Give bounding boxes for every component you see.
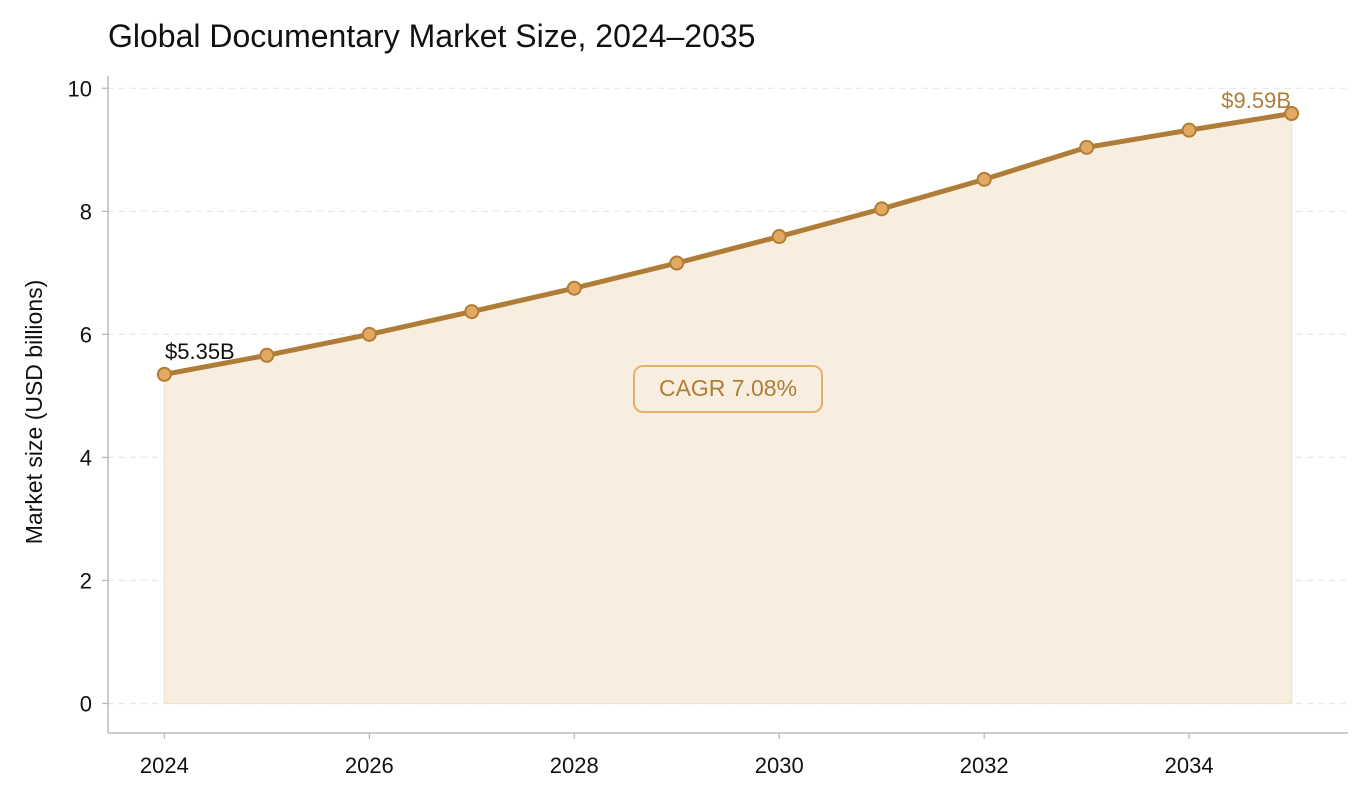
data-point-2031: [874, 201, 890, 217]
series-line: [161, 111, 1295, 377]
y-axis-ticks: 0 2 4 6 8 10: [68, 76, 108, 716]
series-line-layer: [161, 111, 1295, 377]
data-points: [156, 106, 1300, 382]
y-axis-label: Market size (USD billions): [21, 280, 47, 545]
y-tick-label-2: 2: [80, 568, 92, 593]
x-tick-label-2030: 2030: [755, 753, 804, 778]
data-point-2029: [669, 255, 685, 271]
data-point-2032: [976, 171, 992, 187]
data-point-2030: [771, 229, 787, 245]
data-point-2024: [156, 366, 172, 382]
end-value-label: $9.59B: [1221, 88, 1291, 113]
data-point-2027: [464, 304, 480, 320]
cagr-label: CAGR 7.08%: [659, 375, 797, 401]
data-point-2025: [259, 347, 275, 363]
data-point-2034: [1181, 122, 1197, 138]
cagr-box: [633, 365, 823, 413]
y-tick-label-6: 6: [80, 322, 92, 347]
y-tick-label-10: 10: [68, 76, 92, 101]
start-value-label: $5.35B: [165, 339, 235, 364]
x-tick-label-2026: 2026: [345, 753, 394, 778]
x-tick-label-2034: 2034: [1165, 753, 1214, 778]
data-point-2028: [566, 280, 582, 296]
x-tick-label-2028: 2028: [550, 753, 599, 778]
data-point-2026: [361, 326, 377, 342]
data-point-2035: [1284, 106, 1300, 122]
y-tick-label-8: 8: [80, 199, 92, 224]
y-tick-label-4: 4: [80, 445, 92, 470]
x-tick-label-2032: 2032: [960, 753, 1009, 778]
cagr-annotation: CAGR 7.08%: [633, 365, 823, 413]
x-axis-ticks: 2024 2026 2028 2030 2032 2034: [140, 733, 1214, 778]
chart-title: Global Documentary Market Size, 2024–203…: [108, 18, 755, 54]
data-point-2033: [1079, 139, 1095, 155]
y-tick-label-0: 0: [80, 691, 92, 716]
x-tick-label-2024: 2024: [140, 753, 189, 778]
axes: [107, 76, 1348, 734]
